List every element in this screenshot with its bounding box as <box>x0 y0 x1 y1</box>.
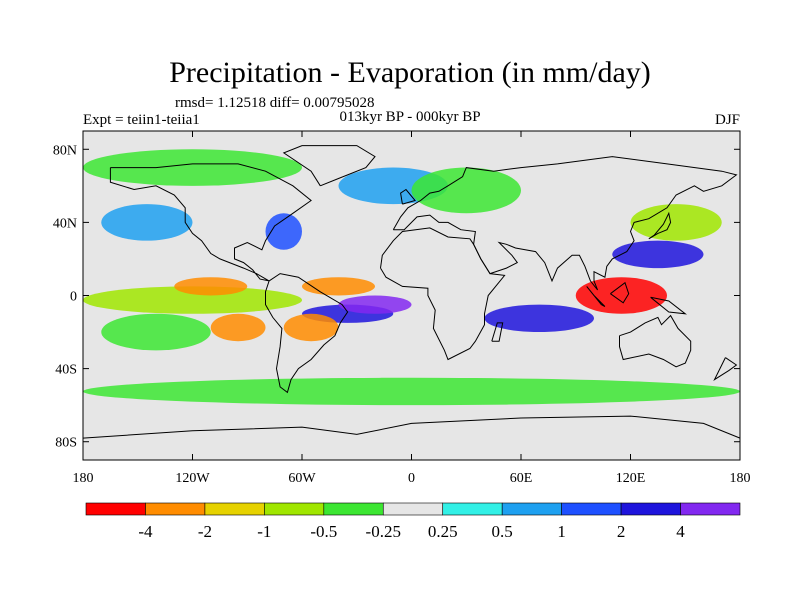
colorbar-swatch <box>382 502 444 516</box>
field-region <box>302 277 375 296</box>
colorbar-swatch <box>204 502 265 516</box>
coastline-layer <box>82 145 741 439</box>
x-tick-label: 120E <box>616 471 646 486</box>
x-tick-label: 180 <box>730 471 751 486</box>
coastline <box>109 163 312 282</box>
coastline <box>265 273 349 394</box>
coastline <box>400 188 416 205</box>
x-tick-label: 60W <box>288 471 316 486</box>
colorbar: -4 -2 -1 -0.5 -0.25 0.25 0.5 1 2 4 <box>85 502 741 541</box>
axes: 180 120W 60W 0 60E 120E 180 80N 40N 0 40S 80S <box>53 131 751 486</box>
map-plot-area <box>82 130 741 461</box>
y-tick-label: 80N <box>53 143 77 158</box>
colorbar-label: 2 <box>617 522 626 541</box>
field-region <box>575 277 667 314</box>
coastline <box>282 145 376 187</box>
y-tick-label: 40S <box>55 363 77 378</box>
field-layer <box>83 149 740 406</box>
colorbar-label: 0.25 <box>428 522 458 541</box>
y-tick-label: 0 <box>70 290 77 305</box>
field-region <box>174 277 248 296</box>
colorbar-label: -0.5 <box>310 522 337 541</box>
colorbar-swatch <box>442 502 503 516</box>
coastline <box>650 296 688 315</box>
coastline <box>380 227 506 361</box>
colorbar-label: -1 <box>257 522 271 541</box>
colorbar-label: 1 <box>557 522 566 541</box>
x-tick-label: 0 <box>408 471 415 486</box>
y-tick-label: 80S <box>55 436 77 451</box>
colorbar-swatch <box>620 502 681 516</box>
coastline <box>491 322 504 342</box>
coastline <box>586 286 606 307</box>
colorbar-swatch <box>323 502 384 516</box>
coastline <box>619 314 692 368</box>
field-region <box>283 313 339 342</box>
field-region <box>265 213 302 250</box>
coastline <box>713 357 738 381</box>
field-region <box>83 286 302 314</box>
colorbar-label: 4 <box>676 522 685 541</box>
coastline <box>610 281 630 304</box>
field-region <box>101 204 193 241</box>
field-region <box>338 295 412 314</box>
colorbar-swatch <box>264 502 325 516</box>
field-region <box>411 167 521 214</box>
field-region <box>484 304 594 333</box>
x-tick-label: 180 <box>73 471 94 486</box>
x-tick-label: 120W <box>175 471 210 486</box>
field-region <box>83 377 740 406</box>
x-tick-label: 60E <box>510 471 533 486</box>
field-region <box>612 240 704 269</box>
colorbar-swatch <box>145 502 206 516</box>
colorbar-swatch <box>501 502 562 516</box>
colorbar-label: -2 <box>198 522 212 541</box>
y-tick-label: 40N <box>53 216 77 231</box>
field-region <box>101 313 211 351</box>
colorbar-label: 0.5 <box>492 522 513 541</box>
field-region <box>83 149 302 186</box>
colorbar-swatch <box>85 502 146 516</box>
figure-title: Precipitation - Evaporation (in mm/day) <box>169 56 651 89</box>
field-region <box>630 204 722 241</box>
experiment-label: Expt = teiin1-teiia1 <box>83 112 200 128</box>
coastline <box>82 415 741 439</box>
stats-text: rmsd= 1.12518 diff= 0.00795028 <box>175 95 375 111</box>
field-region <box>210 313 266 342</box>
colorbar-label: -0.25 <box>366 522 401 541</box>
period-label: 013kyr BP - 000kyr BP <box>339 109 480 125</box>
colorbar-swatch <box>561 502 622 516</box>
coastline <box>648 211 672 240</box>
colorbar-label: -4 <box>138 522 153 541</box>
colorbar-swatch <box>680 502 741 516</box>
season-label: DJF <box>715 112 740 128</box>
